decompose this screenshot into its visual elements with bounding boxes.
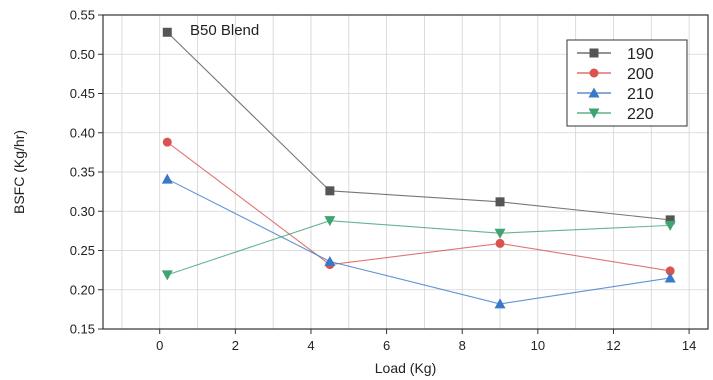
data-point-marker — [665, 215, 675, 225]
series-190 — [162, 27, 675, 225]
legend-label: 190 — [627, 46, 654, 63]
series-layer — [161, 27, 676, 309]
y-axis-title: BSFC (Kg/hr) — [11, 130, 27, 214]
data-point-marker — [494, 298, 506, 309]
data-point-marker — [664, 272, 676, 283]
series-line — [166, 141, 671, 272]
data-point-marker — [162, 137, 172, 147]
data-point-marker — [324, 216, 336, 227]
legend-label: 200 — [627, 66, 654, 83]
series-line — [167, 220, 671, 276]
legend-box — [566, 39, 688, 127]
legend-item-200: 200 — [577, 66, 654, 83]
legend: 190 200 210 220 — [566, 39, 688, 127]
tick-layer: 0 2 4 6 8 10 12 14 0.15 0.20 0.25 0.30 0.35 0.40 0.45 0… — [70, 8, 697, 354]
data-point-marker — [161, 270, 173, 281]
y-tick-label: 0.45 — [70, 86, 95, 101]
y-tick-label: 0.25 — [70, 243, 95, 258]
legend-label: 210 — [627, 86, 654, 103]
x-tick-label: 10 — [531, 338, 545, 353]
y-tick-label: 0.30 — [70, 204, 95, 219]
series-200 — [162, 137, 675, 276]
data-point-marker — [589, 48, 599, 58]
data-point-marker — [588, 108, 600, 119]
x-tick-label: 6 — [383, 338, 390, 353]
data-point-marker — [161, 173, 173, 184]
series-220 — [161, 216, 676, 281]
legend-item-210: 210 — [577, 86, 654, 103]
y-tick-label: 0.55 — [70, 8, 95, 23]
data-point-marker — [162, 27, 172, 37]
y-tick-label: 0.50 — [70, 47, 95, 62]
x-tick-label: 4 — [307, 338, 314, 353]
data-point-marker — [495, 197, 505, 207]
series-line — [167, 178, 671, 305]
legend-label: 220 — [627, 106, 654, 123]
x-tick-label: 12 — [606, 338, 620, 353]
x-axis-title: Load (Kg) — [375, 360, 436, 376]
y-tick-label: 0.35 — [70, 165, 95, 180]
data-point-marker — [494, 228, 506, 239]
legend-item-190: 190 — [577, 46, 654, 63]
series-210 — [161, 173, 676, 309]
y-tick-label: 0.15 — [70, 322, 95, 337]
x-tick-label: 0 — [156, 338, 163, 353]
legend-item-220: 220 — [577, 106, 654, 123]
data-point-marker — [495, 238, 505, 248]
data-point-marker — [588, 87, 600, 98]
series-line — [166, 31, 671, 221]
x-tick-label: 2 — [232, 338, 239, 353]
data-point-marker — [324, 255, 336, 266]
data-point-marker — [325, 186, 335, 196]
y-tick-label: 0.40 — [70, 125, 95, 140]
x-tick-label: 14 — [682, 338, 696, 353]
x-tick-label: 8 — [459, 338, 466, 353]
data-point-marker — [665, 266, 675, 276]
chart-title: B50 Blend — [190, 22, 259, 39]
data-point-marker — [664, 220, 676, 231]
y-tick-label: 0.20 — [70, 282, 95, 297]
data-point-marker — [589, 68, 599, 78]
